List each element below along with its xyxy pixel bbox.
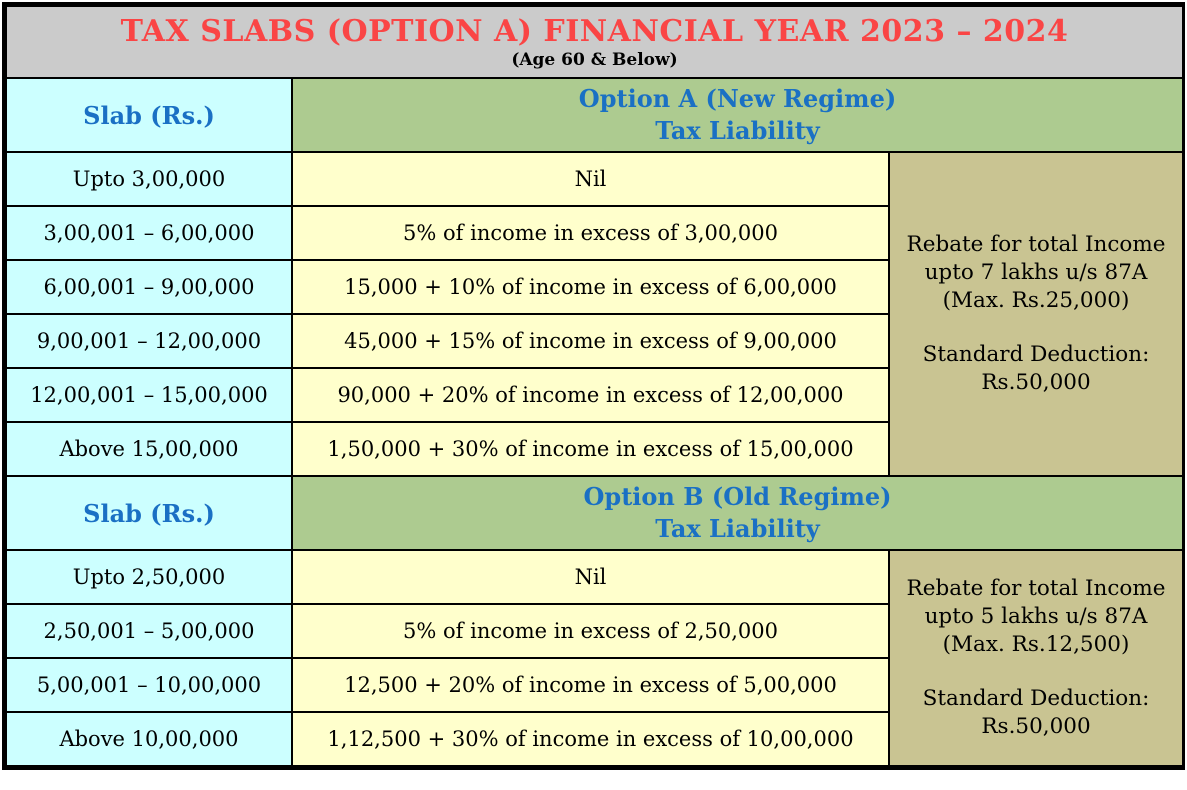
- slab-cell: Upto 3,00,000: [5, 151, 293, 207]
- page-subtitle: (Age 60 & Below): [511, 49, 678, 70]
- rebate-note-a: Rebate for total Income upto 7 lakhs u/s…: [888, 151, 1184, 477]
- liability-cell: 1,12,500 + 30% of income in excess of 10…: [291, 711, 890, 767]
- slab-cell: Upto 2,50,000: [5, 549, 293, 605]
- liability-cell: 90,000 + 20% of income in excess of 12,0…: [291, 367, 890, 423]
- liability-cell: 5% of income in excess of 2,50,000: [291, 603, 890, 659]
- slab-cell: 5,00,001 – 10,00,000: [5, 657, 293, 713]
- liability-cell: 5% of income in excess of 3,00,000: [291, 205, 890, 261]
- slab-cell: 12,00,001 – 15,00,000: [5, 367, 293, 423]
- slab-cell: 2,50,001 – 5,00,000: [5, 603, 293, 659]
- liability-cell: 15,000 + 10% of income in excess of 6,00…: [291, 259, 890, 315]
- table-row: Above 10,00,000 1,12,500 + 30% of income…: [5, 711, 1183, 767]
- option-a-header: Option A (New Regime) Tax Liability: [291, 77, 1184, 153]
- table-row: 6,00,001 – 9,00,000 15,000 + 10% of inco…: [5, 259, 1183, 315]
- rebate-text-b: Rebate for total Income upto 5 lakhs u/s…: [906, 575, 1166, 657]
- tax-slab-table: TAX SLABS (OPTION A) FINANCIAL YEAR 2023…: [5, 5, 1184, 767]
- standard-deduction-b: Standard Deduction: Rs.50,000: [922, 686, 1150, 740]
- option-b-header: Option B (Old Regime) Tax Liability: [291, 475, 1184, 551]
- slab-cell: 6,00,001 – 9,00,000: [5, 259, 293, 315]
- table-row: 2,50,001 – 5,00,000 5% of income in exce…: [5, 603, 1183, 659]
- note-spacer: [894, 658, 1178, 685]
- liability-cell: 12,500 + 20% of income in excess of 5,00…: [291, 657, 890, 713]
- liability-cell: 1,50,000 + 30% of income in excess of 15…: [291, 421, 890, 477]
- liability-cell: Nil: [291, 151, 890, 207]
- table-row: 9,00,001 – 12,00,000 45,000 + 15% of inc…: [5, 313, 1183, 369]
- liability-cell: 45,000 + 15% of income in excess of 9,00…: [291, 313, 890, 369]
- table-row: Upto 3,00,000 Nil Rebate for total Incom…: [5, 151, 1184, 477]
- tax-table-frame: TAX SLABS (OPTION A) FINANCIAL YEAR 2023…: [2, 2, 1185, 770]
- page-title: TAX SLABS (OPTION A) FINANCIAL YEAR 2023…: [120, 14, 1069, 50]
- slab-header-a: Slab (Rs.): [5, 77, 293, 153]
- table-row: 12,00,001 – 15,00,000 90,000 + 20% of in…: [5, 367, 1183, 423]
- slab-header-b: Slab (Rs.): [5, 475, 293, 551]
- table-row: 3,00,001 – 6,00,000 5% of income in exce…: [5, 205, 1183, 261]
- rebate-note-b: Rebate for total Income upto 5 lakhs u/s…: [888, 549, 1184, 767]
- slab-cell: 9,00,001 – 12,00,000: [5, 313, 293, 369]
- liability-cell: Nil: [291, 549, 890, 605]
- table-row: 5,00,001 – 10,00,000 12,500 + 20% of inc…: [5, 657, 1183, 713]
- slab-cell: Above 10,00,000: [5, 711, 293, 767]
- standard-deduction-a: Standard Deduction: Rs.50,000: [922, 342, 1150, 396]
- table-row: Above 15,00,000 1,50,000 + 30% of income…: [5, 421, 1183, 477]
- note-spacer: [894, 314, 1178, 341]
- title-band: TAX SLABS (OPTION A) FINANCIAL YEAR 2023…: [5, 5, 1184, 79]
- rebate-text-a: Rebate for total Income upto 7 lakhs u/s…: [906, 231, 1166, 313]
- table-row: Upto 2,50,000 Nil Rebate for total Incom…: [5, 549, 1184, 767]
- slab-cell: 3,00,001 – 6,00,000: [5, 205, 293, 261]
- slab-cell: Above 15,00,000: [5, 421, 293, 477]
